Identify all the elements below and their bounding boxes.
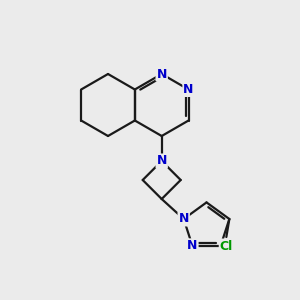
Text: N: N — [157, 68, 167, 80]
Text: N: N — [183, 83, 194, 96]
Text: Cl: Cl — [220, 239, 233, 253]
Text: N: N — [178, 212, 189, 226]
Text: N: N — [187, 239, 198, 252]
Text: N: N — [157, 154, 167, 167]
